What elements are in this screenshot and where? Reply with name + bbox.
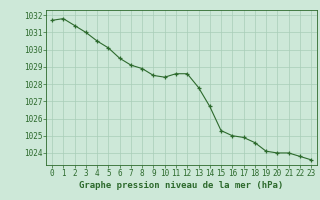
X-axis label: Graphe pression niveau de la mer (hPa): Graphe pression niveau de la mer (hPa) (79, 181, 284, 190)
